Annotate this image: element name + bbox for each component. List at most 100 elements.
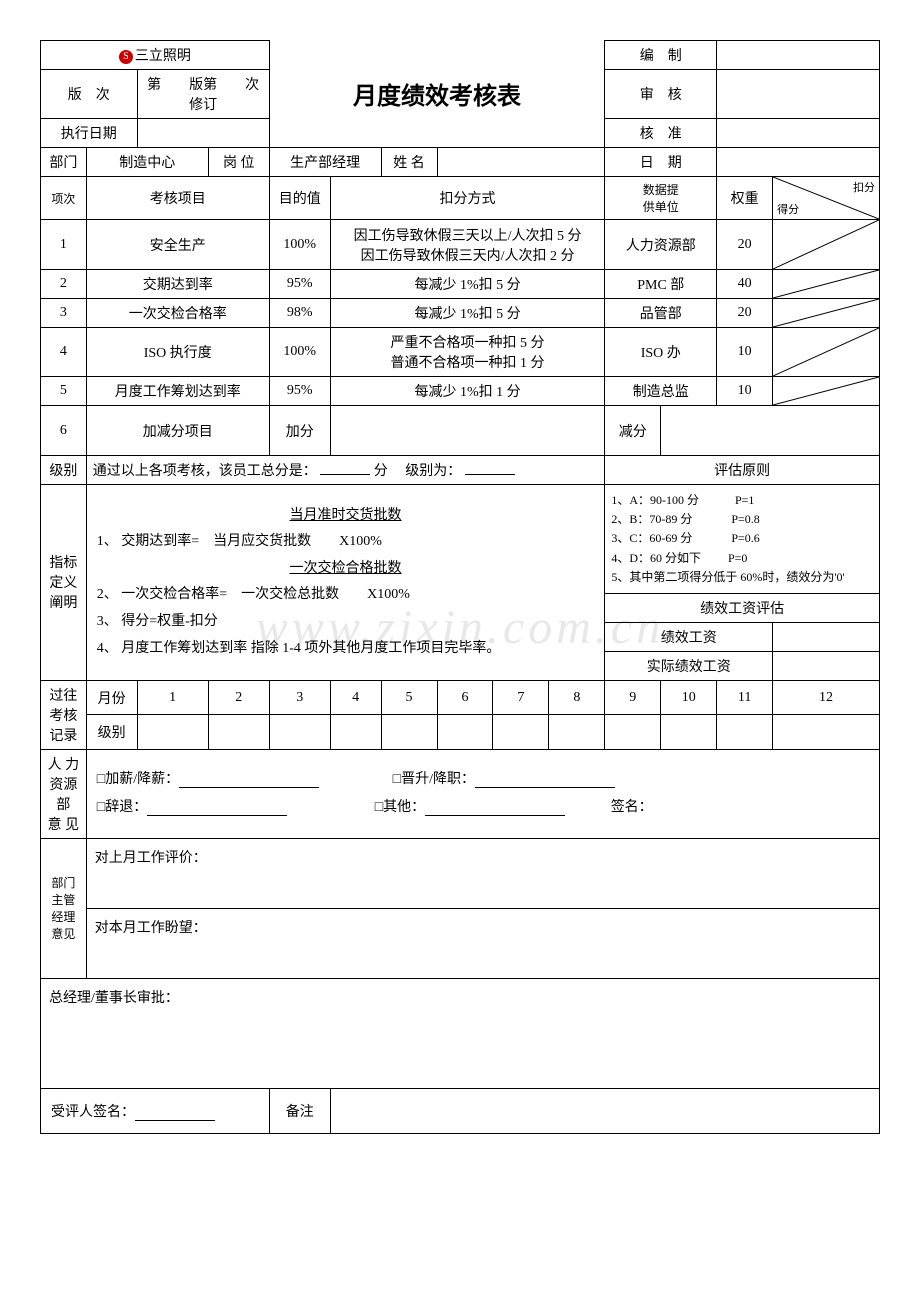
date-value bbox=[717, 148, 880, 177]
actual-salary-value bbox=[773, 651, 880, 680]
r5-weight: 10 bbox=[717, 377, 773, 406]
month-4: 4 bbox=[330, 680, 381, 715]
month-11: 11 bbox=[717, 680, 773, 715]
r3-item: 一次交检合格率 bbox=[86, 299, 269, 328]
p1: 1、A：90-100 分 P=1 bbox=[611, 491, 873, 510]
r4-provider: ISO 办 bbox=[605, 328, 717, 377]
principles: 1、A：90-100 分 P=1 2、B：70-89 分 P=0.8 3、C：6… bbox=[605, 485, 880, 594]
mgr-label: 部门 主管 经理 意见 bbox=[41, 838, 87, 978]
g11 bbox=[717, 715, 773, 750]
r6-sub: 减分 bbox=[605, 406, 661, 456]
perf-salary-value bbox=[773, 622, 880, 651]
hr-raise: □加薪/降薪： bbox=[97, 772, 179, 787]
r5-provider: 制造总监 bbox=[605, 377, 717, 406]
r4-item: ISO 执行度 bbox=[86, 328, 269, 377]
formula-4: 4、 月度工作筹划达到率 指除 1-4 项外其他月度工作项目完毕率。 bbox=[97, 636, 595, 663]
month-10: 10 bbox=[661, 680, 717, 715]
month-3: 3 bbox=[269, 680, 330, 715]
r2-item: 交期达到率 bbox=[86, 270, 269, 299]
deduct-top: 扣分 bbox=[853, 179, 875, 195]
r6-item: 加减分项目 bbox=[86, 406, 269, 456]
r3-weight: 20 bbox=[717, 299, 773, 328]
mgr-last: 对上月工作评价： bbox=[86, 838, 879, 908]
r5-score bbox=[773, 377, 880, 406]
name-label: 姓 名 bbox=[381, 148, 437, 177]
r1-item: 安全生产 bbox=[86, 220, 269, 270]
def-content: 当月准时交货批数 1、 交期达到率= 当月应交货批数 X100% 一次交检合格批… bbox=[86, 485, 605, 681]
g6 bbox=[437, 715, 493, 750]
r2-weight: 40 bbox=[717, 270, 773, 299]
r3-seq: 3 bbox=[41, 299, 87, 328]
month-label: 月份 bbox=[86, 680, 137, 715]
r6-sub-value bbox=[661, 406, 880, 456]
col-item: 考核项目 bbox=[86, 177, 269, 220]
dept-label: 部门 bbox=[41, 148, 87, 177]
dismiss-field bbox=[147, 800, 287, 816]
formula-1b: 1、 交期达到率= 当月应交货批数 X100% bbox=[97, 529, 595, 556]
col-seq: 项次 bbox=[41, 177, 87, 220]
review-value bbox=[717, 70, 880, 119]
score-blank bbox=[320, 474, 370, 475]
version-value: 第 版第 次修订 bbox=[137, 70, 269, 119]
r2-score bbox=[773, 270, 880, 299]
doc-title: 月度绩效考核表 bbox=[269, 41, 605, 148]
r4-weight: 10 bbox=[717, 328, 773, 377]
r6-seq: 6 bbox=[41, 406, 87, 456]
r2-seq: 2 bbox=[41, 270, 87, 299]
score-bot: 得分 bbox=[777, 201, 799, 217]
formula-2a: 一次交检合格批数 bbox=[290, 561, 402, 576]
formula-3: 3、 得分=权重-扣分 bbox=[97, 609, 595, 636]
sign-label: 受评人签名： bbox=[51, 1105, 135, 1120]
grade-text: 通过以上各项考核，该员工总分是： 分 级别为： bbox=[86, 456, 605, 485]
principle-label: 评估原则 bbox=[605, 456, 880, 485]
r2-deduct: 每减少 1%扣 5 分 bbox=[330, 270, 605, 299]
logo-cell: S三立照明 bbox=[41, 41, 270, 70]
hr-promote: □晋升/降职： bbox=[393, 772, 475, 787]
grade-prefix2: 级别为： bbox=[405, 464, 461, 479]
hr-other: □其他： bbox=[375, 800, 425, 815]
compile-value bbox=[717, 41, 880, 70]
hr-dismiss: □辞退： bbox=[97, 800, 147, 815]
date-label: 日 期 bbox=[605, 148, 717, 177]
post-label: 岗 位 bbox=[208, 148, 269, 177]
grade-row-label: 级别 bbox=[86, 715, 137, 750]
other-field bbox=[425, 800, 565, 816]
promote-field bbox=[475, 772, 615, 788]
review-label: 审 核 bbox=[605, 70, 717, 119]
exec-date-value bbox=[137, 119, 269, 148]
raise-field bbox=[179, 772, 319, 788]
r5-deduct: 每减少 1%扣 1 分 bbox=[330, 377, 605, 406]
col-deduct: 扣分方式 bbox=[330, 177, 605, 220]
month-7: 7 bbox=[493, 680, 549, 715]
mgr-this: 对本月工作盼望： bbox=[86, 908, 879, 978]
remark-label: 备注 bbox=[269, 1088, 330, 1133]
r6-add-value bbox=[330, 406, 605, 456]
p4: 4、D：60 分如下 P=0 bbox=[611, 549, 873, 568]
history-label: 过往 考核 记录 bbox=[41, 680, 87, 749]
name-value bbox=[437, 148, 605, 177]
col-deduct-score: 扣分 得分 bbox=[773, 177, 880, 220]
g1 bbox=[137, 715, 208, 750]
p5: 5、其中第二项得分低于 60%时，绩效分为'0' bbox=[611, 568, 873, 587]
appraisal-table: S三立照明 月度绩效考核表 编 制 版 次 第 版第 次修订 审 核 执行日期 … bbox=[40, 40, 880, 1134]
score-unit: 分 bbox=[374, 464, 388, 479]
exec-date-label: 执行日期 bbox=[41, 119, 138, 148]
month-12: 12 bbox=[773, 680, 880, 715]
p2: 2、B：70-89 分 P=0.8 bbox=[611, 510, 873, 529]
r1-provider: 人力资源部 bbox=[605, 220, 717, 270]
r5-target: 95% bbox=[269, 377, 330, 406]
r4-seq: 4 bbox=[41, 328, 87, 377]
month-5: 5 bbox=[381, 680, 437, 715]
approve-value bbox=[717, 119, 880, 148]
month-2: 2 bbox=[208, 680, 269, 715]
hr-content: □加薪/降薪： □晋升/降职： □辞退： □其他： 签名： bbox=[86, 749, 879, 838]
r1-score bbox=[773, 220, 880, 270]
r1-weight: 20 bbox=[717, 220, 773, 270]
month-9: 9 bbox=[605, 680, 661, 715]
def-label: 指标 定义 阐明 bbox=[41, 485, 87, 681]
g4 bbox=[330, 715, 381, 750]
r6-add: 加分 bbox=[269, 406, 330, 456]
g9 bbox=[605, 715, 661, 750]
dept-value: 制造中心 bbox=[86, 148, 208, 177]
version-label: 版 次 bbox=[41, 70, 138, 119]
